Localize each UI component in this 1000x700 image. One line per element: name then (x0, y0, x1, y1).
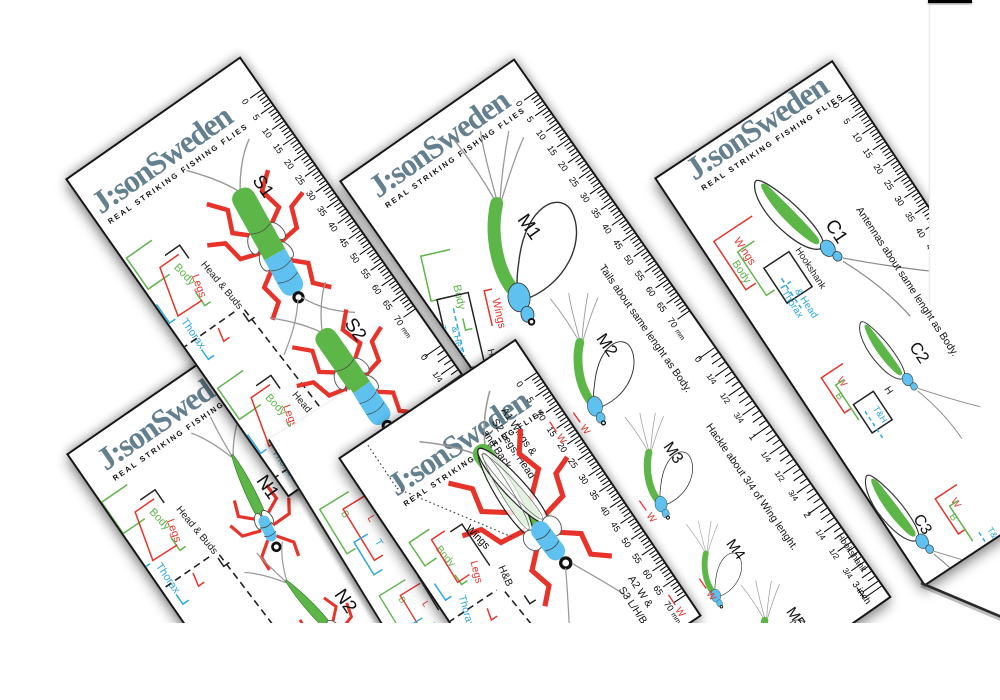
svg-text:Legs: Legs (468, 559, 485, 584)
svg-text:B: B (947, 512, 960, 524)
svg-text:H&B: H&B (495, 564, 515, 589)
svg-text:B: B (833, 391, 846, 403)
